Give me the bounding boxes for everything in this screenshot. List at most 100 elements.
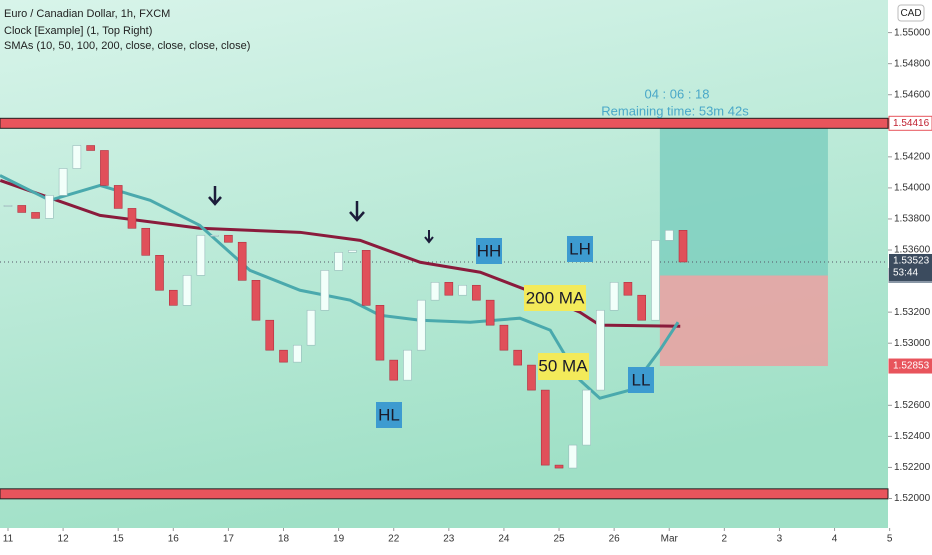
candle: [678, 230, 688, 263]
candle: [609, 282, 619, 311]
clock-remaining: Remaining time: 53m 42s: [601, 103, 749, 118]
x-tick-label: 18: [278, 534, 290, 545]
candle: [637, 294, 646, 321]
x-tick-label: 25: [553, 534, 565, 545]
candle: [100, 150, 109, 186]
candle: [3, 205, 13, 207]
candle: [292, 344, 302, 363]
level-band: [0, 488, 889, 500]
candle: [45, 195, 54, 219]
y-tick-label: 1.54800: [894, 58, 931, 69]
candle: [196, 234, 206, 276]
y-tick-label: 1.54200: [894, 151, 931, 162]
candle: [127, 208, 137, 229]
candle: [113, 185, 123, 209]
candle: [237, 241, 247, 281]
y-tick-label: 1.54600: [894, 89, 931, 100]
candle: [334, 252, 343, 271]
x-tick-label: 5: [887, 534, 893, 545]
candle: [86, 145, 95, 151]
x-tick-label: 24: [498, 534, 510, 545]
annotation: LL: [632, 370, 651, 389]
candle: [265, 319, 275, 351]
candle: [182, 275, 192, 306]
candle: [540, 389, 550, 466]
y-tick-label: 1.52400: [894, 431, 931, 442]
candle: [499, 324, 509, 351]
candle: [527, 364, 536, 391]
symbol-title: Euro / Canadian Dollar, 1h, FXCM: [4, 8, 170, 20]
moving-average: [0, 179, 681, 328]
clock-time: 04 : 06 : 18: [644, 86, 709, 101]
candle: [651, 240, 660, 321]
x-tick-label: Mar: [661, 534, 679, 545]
candle: [375, 305, 385, 361]
annotation: HH: [477, 241, 502, 260]
price-label-box: [888, 115, 932, 131]
candle: [623, 282, 633, 296]
label-box: [376, 402, 402, 428]
y-tick-label: 1.52200: [894, 462, 931, 473]
candle: [348, 250, 357, 253]
candle: [485, 299, 495, 326]
x-tick-label: 22: [388, 534, 400, 545]
annotation: HL: [378, 405, 400, 424]
candle: [403, 349, 412, 381]
current-price-box: [889, 253, 932, 281]
candle: [306, 309, 316, 346]
x-tick-label: 2: [722, 534, 728, 545]
y-tick-label: 1.53200: [894, 307, 931, 318]
label-box: [628, 367, 654, 393]
x-tick-label: 16: [168, 534, 180, 545]
y-tick-label: 1.53000: [894, 338, 931, 349]
y-tick-label: 1.55000: [894, 27, 931, 38]
y-tick-label: 1.52000: [894, 493, 931, 504]
candle: [416, 299, 426, 351]
candle: [279, 349, 288, 363]
candle: [582, 389, 591, 446]
candle: [430, 282, 440, 301]
x-tick-label: 15: [113, 534, 125, 545]
y-tick-label: 1.53800: [894, 214, 931, 225]
label-box: [538, 353, 589, 380]
annotation: 200 MA: [526, 288, 585, 307]
candle: [210, 234, 219, 237]
current-price: 1.53523: [893, 256, 930, 267]
candle: [472, 284, 481, 301]
price-label: 1.52853: [893, 361, 930, 372]
candle: [554, 464, 564, 469]
position-profit: [659, 123, 828, 276]
candle: [513, 349, 523, 366]
candle: [31, 212, 40, 219]
candle: [58, 168, 68, 196]
price-label: 1.54416: [893, 118, 930, 129]
candle: [320, 270, 330, 311]
study-label: SMAs (10, 50, 100, 200, close, close, cl…: [4, 40, 250, 52]
price-label-box: [888, 358, 932, 374]
candle: [389, 359, 399, 381]
annotation: LH: [569, 239, 591, 258]
x-tick-label: 4: [832, 534, 838, 545]
candle: [251, 280, 261, 321]
x-tick-label: 19: [333, 534, 345, 545]
y-tick-label: 1.54000: [894, 183, 931, 194]
candle: [141, 227, 151, 256]
candle: [361, 250, 371, 306]
moving-average: [0, 174, 680, 400]
candle: [224, 234, 233, 243]
level-band: [0, 117, 889, 129]
annotation: 50 MA: [538, 356, 588, 375]
candle: [17, 205, 27, 213]
candle: [568, 444, 578, 469]
x-tick-label: 12: [58, 534, 70, 545]
candle: [596, 309, 605, 391]
x-tick-label: 23: [443, 534, 455, 545]
candle: [664, 230, 674, 241]
candle: [169, 289, 178, 306]
candle: [155, 255, 164, 291]
candle: [444, 282, 454, 296]
x-tick-label: 3: [777, 534, 783, 545]
countdown: 53:44: [893, 268, 918, 279]
x-tick-label: 17: [223, 534, 235, 545]
